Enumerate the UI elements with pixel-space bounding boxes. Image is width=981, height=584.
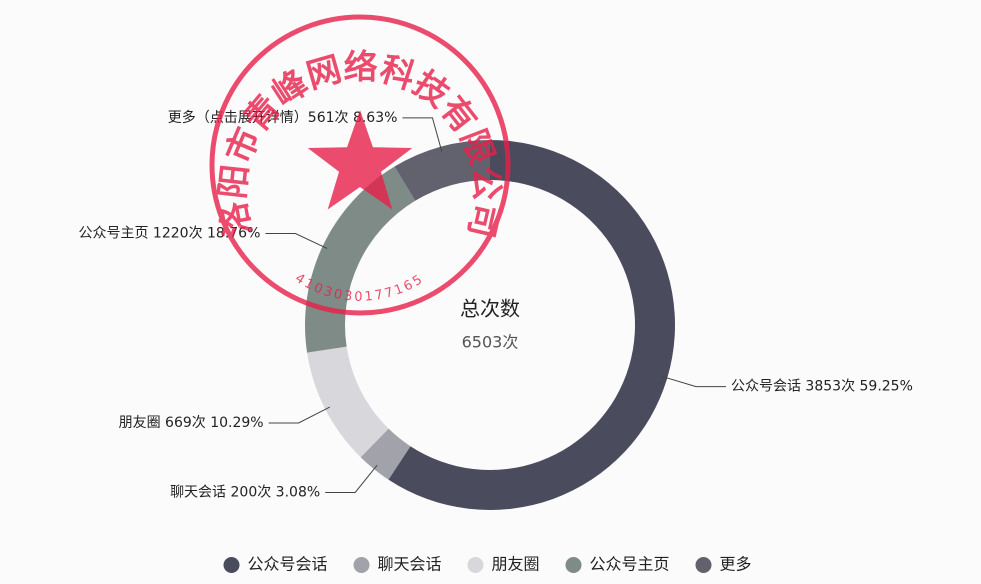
stamp-star <box>307 110 413 210</box>
legend-marker <box>467 557 484 573</box>
stamp-ring <box>209 14 511 316</box>
donut-segment <box>307 346 389 458</box>
legend-label: 公众号会话 <box>248 555 328 574</box>
slice-label: 更多（点击展开详情）561次 8.63% <box>168 109 398 126</box>
donut-segment <box>305 166 416 353</box>
donut-segment <box>360 428 411 480</box>
legend-marker <box>353 557 370 573</box>
donut-segment <box>394 140 490 201</box>
leader-line <box>402 117 443 152</box>
slice-label: 聊天会话 200次 3.08% <box>170 484 320 500</box>
legend-label: 聊天会话 <box>378 555 442 574</box>
legend-marker <box>223 557 240 573</box>
leader-line <box>265 233 328 249</box>
slice-label: 公众号会话 3853次 59.25% <box>731 379 913 395</box>
leader-line <box>268 406 331 424</box>
legend-label: 更多 <box>720 555 752 574</box>
slice-label: 朋友圈 669次 10.29% <box>119 415 264 431</box>
legend-marker <box>565 557 582 573</box>
legend-marker <box>695 557 712 573</box>
leader-line <box>325 464 378 493</box>
leader-line <box>662 376 726 388</box>
center-title: 总次数 <box>460 297 520 321</box>
donut-segment <box>388 140 675 510</box>
slice-label: 公众号主页 1220次 18.76% <box>78 226 260 242</box>
legend-label: 朋友圈 <box>492 555 540 574</box>
legend-label: 公众号主页 <box>590 555 670 574</box>
center-value: 6503次 <box>462 333 519 352</box>
